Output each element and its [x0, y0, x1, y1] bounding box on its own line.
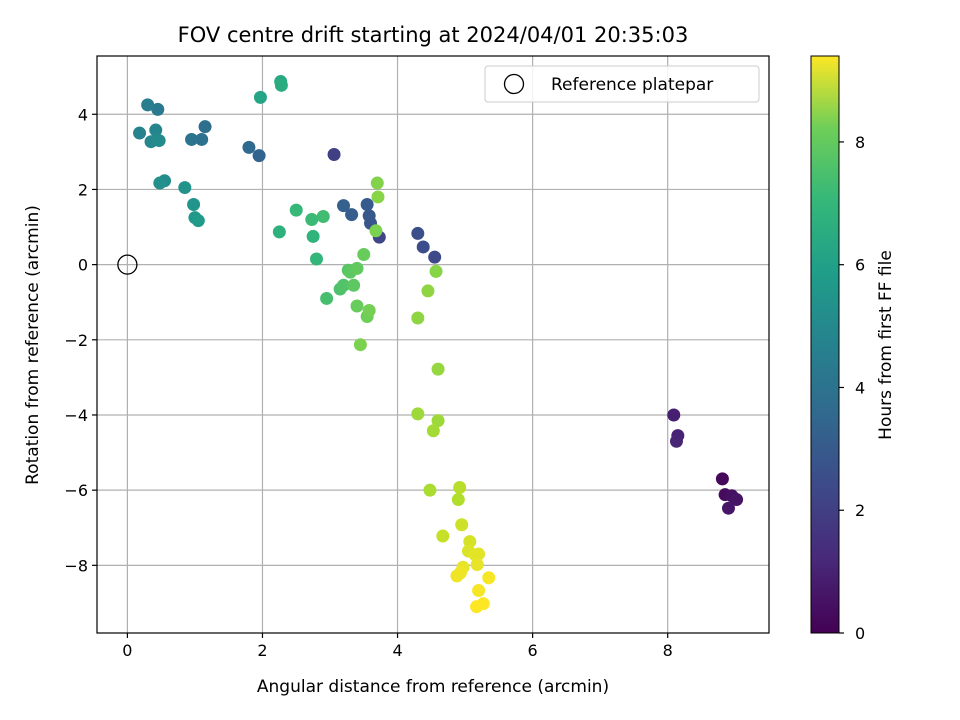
data-point	[431, 414, 445, 428]
colorbar	[810, 55, 840, 634]
data-point	[421, 284, 435, 298]
data-point	[252, 149, 266, 163]
data-point	[416, 240, 430, 254]
plot-frame	[96, 55, 770, 634]
data-point	[470, 558, 484, 572]
x-tick-label: 6	[528, 641, 538, 660]
data-point	[436, 529, 450, 543]
data-point	[362, 303, 376, 317]
data-point	[362, 209, 376, 223]
legend-marker-open-circle	[503, 73, 525, 95]
x-tick-label: 4	[392, 641, 402, 660]
data-point	[669, 434, 683, 448]
legend: Reference platepar	[484, 65, 760, 103]
x-tick-label: 2	[257, 641, 267, 660]
data-point	[369, 224, 383, 238]
data-point	[360, 197, 374, 211]
y-tick-label: −4	[64, 406, 88, 425]
data-point	[272, 225, 286, 239]
data-point	[667, 408, 681, 422]
data-point	[337, 199, 351, 213]
data-point	[289, 203, 303, 217]
legend-box	[484, 65, 760, 103]
y-tick-label: −2	[64, 331, 88, 350]
x-tick-label: 8	[663, 641, 673, 660]
y-tick-label: −6	[64, 481, 88, 500]
data-point	[152, 134, 166, 148]
data-point	[730, 493, 744, 507]
data-point	[472, 584, 486, 598]
data-point	[428, 250, 442, 264]
data-point	[253, 90, 267, 104]
x-axis-label: Angular distance from reference (arcmin)	[257, 677, 609, 697]
data-point	[353, 338, 367, 352]
data-point	[470, 600, 484, 614]
data-point	[316, 210, 330, 224]
grid-lines	[97, 56, 769, 633]
data-point	[429, 264, 443, 278]
data-point	[195, 132, 209, 146]
data-point	[453, 481, 467, 495]
colorbar-tick-label: 8	[855, 133, 865, 152]
data-point	[423, 483, 437, 497]
y-tick-label: 2	[78, 180, 88, 199]
legend-entry-reference-platepar: Reference platepar	[551, 75, 713, 95]
data-point	[149, 123, 163, 137]
data-point	[350, 299, 364, 313]
data-point	[472, 547, 486, 561]
data-point	[309, 252, 323, 266]
y-axis-ticks: −8 −6 −4 −2 0 2 4	[64, 105, 97, 575]
data-point	[347, 278, 361, 292]
colorbar-tick-label: 4	[855, 378, 865, 397]
data-point	[141, 98, 155, 112]
data-point	[411, 407, 425, 421]
data-point	[306, 229, 320, 243]
data-point	[274, 78, 288, 92]
data-point	[187, 197, 201, 211]
data-point	[426, 424, 440, 438]
chart-title: FOV centre drift starting at 2024/04/01 …	[178, 23, 689, 47]
data-point	[715, 472, 729, 486]
colorbar-tick-label: 6	[855, 256, 865, 275]
data-point	[411, 311, 425, 325]
data-point	[482, 571, 496, 585]
data-point	[431, 362, 445, 376]
data-point	[350, 261, 364, 275]
data-point	[455, 518, 469, 532]
data-point	[305, 213, 319, 227]
data-point	[151, 102, 165, 116]
data-point	[451, 493, 465, 507]
data-point	[721, 501, 735, 515]
colorbar-label: Hours from first FF file	[876, 250, 896, 440]
data-point	[345, 208, 359, 222]
data-point	[185, 132, 199, 146]
data-point	[450, 569, 464, 583]
data-point	[133, 126, 147, 140]
y-axis-label: Rotation from reference (arcmin)	[23, 205, 43, 485]
data-point	[153, 176, 167, 190]
data-point	[371, 190, 385, 204]
y-tick-label: 0	[78, 256, 88, 275]
data-point	[191, 214, 205, 228]
data-point	[337, 278, 351, 292]
y-tick-label: −8	[64, 556, 88, 575]
data-point	[198, 120, 212, 134]
x-axis-ticks: 0 2 4 6 8	[122, 633, 673, 660]
data-point	[178, 181, 192, 195]
scatter-points	[117, 75, 744, 614]
data-point	[411, 226, 425, 240]
data-point	[357, 247, 371, 261]
x-tick-label: 0	[122, 641, 132, 660]
colorbar-tick-label: 0	[855, 624, 865, 643]
reference-platepar-marker	[117, 254, 138, 275]
y-tick-label: 4	[78, 105, 88, 124]
data-point	[242, 140, 256, 154]
data-point	[327, 147, 341, 161]
data-point	[370, 176, 384, 190]
colorbar-ticks: 0 2 4 6 8	[839, 133, 865, 643]
colorbar-tick-label: 2	[855, 501, 865, 520]
data-point	[320, 291, 334, 305]
